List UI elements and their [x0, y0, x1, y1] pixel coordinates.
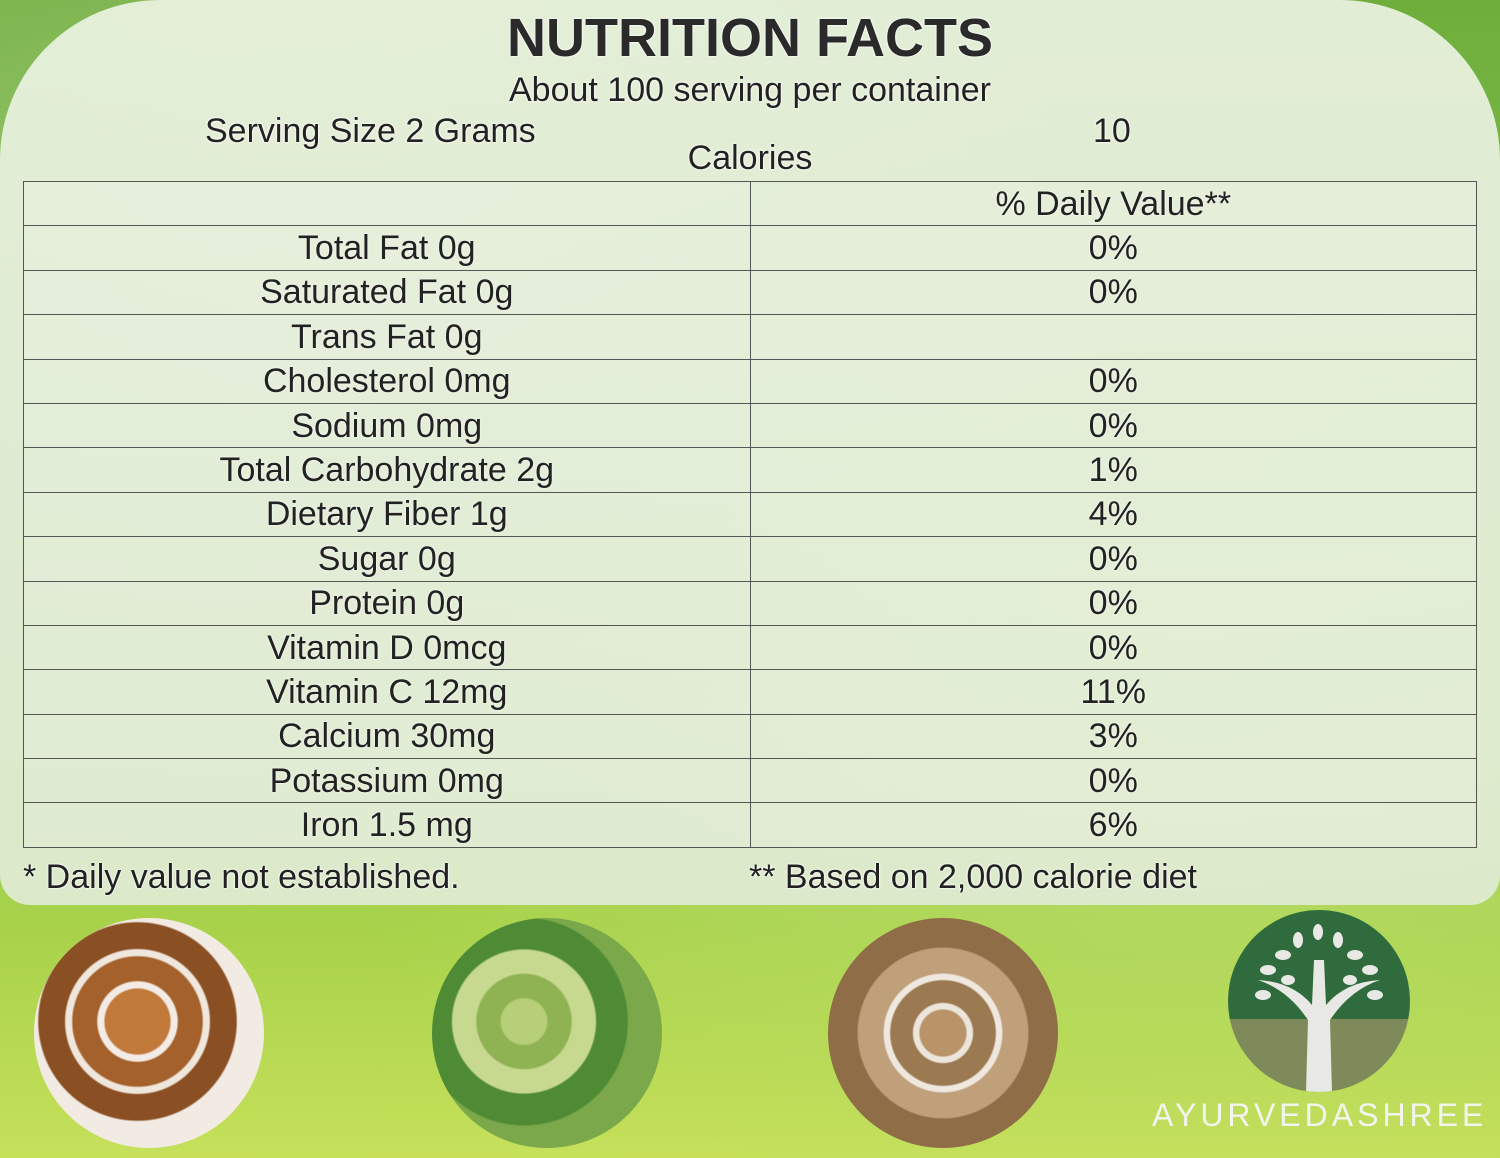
- daily-value-cell: 1%: [749, 447, 1477, 493]
- daily-value-cell: % Daily Value**: [749, 180, 1477, 227]
- daily-value: 0%: [1088, 406, 1138, 445]
- nutrient-cell: Iron 1.5 mg: [23, 802, 751, 848]
- nutrient-label: Total Fat 0g: [297, 229, 476, 268]
- nutrient-label: Protein 0g: [309, 584, 465, 623]
- daily-value: 6%: [1088, 806, 1138, 845]
- table-row: Dietary Fiber 1g 4%: [23, 491, 1477, 538]
- daily-value: 0%: [1088, 229, 1138, 268]
- nutrient-label: Sugar 0g: [317, 539, 456, 578]
- nutrient-label: Vitamin D 0mcg: [267, 628, 507, 667]
- nutrient-label: Cholesterol 0mg: [262, 362, 511, 401]
- daily-value-cell: 0%: [749, 536, 1477, 582]
- nutrient-label: Dietary Fiber 1g: [265, 495, 508, 534]
- nutrient-cell: Trans Fat 0g: [23, 314, 751, 360]
- table-row: Total Fat 0g 0%: [23, 225, 1477, 271]
- nutrient-cell: Dietary Fiber 1g: [23, 491, 751, 538]
- nutrient-label: Calcium 30mg: [278, 717, 496, 756]
- table-header-row: % Daily Value**: [23, 180, 1477, 227]
- nutrient-cell: Vitamin D 0mcg: [23, 624, 751, 671]
- daily-value: 0%: [1088, 362, 1138, 401]
- footnote-daily-value: * Daily value not established.: [23, 858, 460, 896]
- nutrient-label: Total Carbohydrate 2g: [219, 451, 555, 490]
- daily-value: 0%: [1088, 628, 1138, 667]
- serving-size: Serving Size 2 Grams: [205, 112, 536, 150]
- daily-value-cell: 3%: [749, 713, 1477, 760]
- daily-value-cell: 0%: [749, 358, 1477, 404]
- table-row: Potassium 0mg 0%: [23, 758, 1477, 804]
- brand-name: AYURVEDASHREE: [1152, 1097, 1488, 1133]
- nutrient-label: Vitamin C 12mg: [266, 672, 508, 711]
- daily-value-cell: 6%: [749, 802, 1477, 848]
- table-row: Vitamin D 0mcg 0%: [23, 624, 1477, 671]
- amla-image: [432, 918, 662, 1148]
- footnote-calorie-diet: ** Based on 2,000 calorie diet: [749, 858, 1197, 896]
- daily-value-cell: [749, 314, 1477, 360]
- nutrient-label: Iron 1.5 mg: [300, 806, 473, 845]
- nutrient-cell: Total Fat 0g: [23, 225, 751, 271]
- daily-value: 4%: [1088, 495, 1138, 534]
- nutrient-label: Potassium 0mg: [269, 761, 504, 800]
- servings-per-container: About 100 serving per container: [509, 71, 991, 109]
- nutrient-cell: Protein 0g: [23, 580, 751, 626]
- daily-value: 11%: [1080, 672, 1147, 711]
- daily-value-cell: 0%: [749, 758, 1477, 804]
- daily-value-cell: 0%: [749, 580, 1477, 626]
- daily-value-cell: 11%: [749, 669, 1477, 715]
- nutrient-cell: Total Carbohydrate 2g: [23, 447, 751, 493]
- daily-value: % Daily Value**: [995, 184, 1232, 223]
- daily-value: 3%: [1088, 717, 1138, 756]
- nutrition-table: % Daily Value** Total Fat 0g 0% Saturated F…: [23, 180, 1477, 848]
- nutrient-cell: Potassium 0mg: [23, 758, 751, 804]
- table-row: Sodium 0mg 0%: [23, 402, 1477, 449]
- calories-value: 10: [1093, 112, 1131, 150]
- nutrient-cell: Vitamin C 12mg: [23, 669, 751, 715]
- nutrient-cell: Saturated Fat 0g: [23, 269, 751, 316]
- daily-value-cell: 0%: [749, 269, 1477, 316]
- page-title: NUTRITION FACTS: [507, 8, 993, 68]
- table-row: Protein 0g 0%: [23, 580, 1477, 626]
- daily-value: 0%: [1088, 584, 1138, 623]
- brand-logo-tree-icon: [1228, 910, 1410, 1092]
- daily-value: 0%: [1088, 273, 1138, 312]
- table-row: Cholesterol 0mg 0%: [23, 358, 1477, 404]
- daily-value: 0%: [1088, 539, 1138, 578]
- table-row: Iron 1.5 mg 6%: [23, 802, 1477, 848]
- nutrient-cell: Cholesterol 0mg: [23, 358, 751, 404]
- nutrient-cell: Sugar 0g: [23, 536, 751, 582]
- table-row: Trans Fat 0g: [23, 314, 1477, 360]
- nutrient-label: Saturated Fat 0g: [260, 273, 514, 312]
- daily-value-cell: 0%: [749, 624, 1477, 671]
- daily-value: 1%: [1088, 451, 1138, 490]
- nutrient-cell: Calcium 30mg: [23, 713, 751, 760]
- nutrient-cell: Sodium 0mg: [23, 402, 751, 449]
- calories-label: Calories: [687, 139, 813, 177]
- nutrient-cell: [23, 180, 751, 227]
- table-row: Calcium 30mg 3%: [23, 713, 1477, 760]
- bibhitaki-image: [828, 918, 1058, 1148]
- daily-value-cell: 0%: [749, 225, 1477, 271]
- nutrient-label: Trans Fat 0g: [291, 317, 483, 356]
- table-row: Vitamin C 12mg 11%: [23, 669, 1477, 715]
- nutrient-label: Sodium 0mg: [291, 406, 483, 445]
- table-row: Total Carbohydrate 2g 1%: [23, 447, 1477, 493]
- table-row: Saturated Fat 0g 0%: [23, 269, 1477, 316]
- haritaki-image: [34, 918, 264, 1148]
- daily-value-cell: 0%: [749, 402, 1477, 449]
- table-row: Sugar 0g 0%: [23, 536, 1477, 582]
- daily-value: 0%: [1088, 761, 1138, 800]
- daily-value-cell: 4%: [749, 491, 1477, 538]
